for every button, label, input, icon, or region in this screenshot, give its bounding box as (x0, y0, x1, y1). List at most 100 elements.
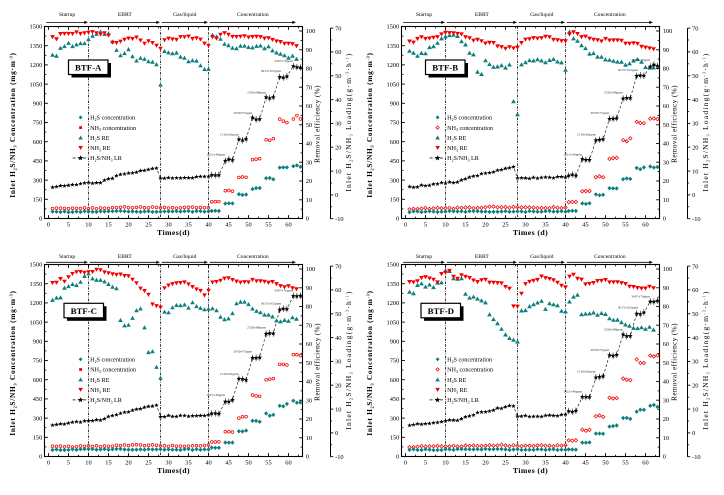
svg-text:750: 750 (390, 358, 400, 365)
svg-text:1200: 1200 (30, 62, 43, 69)
svg-text:70: 70 (663, 322, 669, 329)
svg-text:450: 450 (33, 396, 43, 403)
svg-text:3015±102ppm: 3015±102ppm (618, 68, 639, 72)
svg-text:90: 90 (306, 285, 312, 292)
svg-text:30: 30 (692, 121, 698, 128)
svg-text:0: 0 (335, 430, 338, 437)
svg-text:H2S RE: H2S RE (90, 377, 109, 384)
svg-text:Inlet H2S/NH3 Concentration (m: Inlet H2S/NH3 Concentration (mg·m-3) (8, 290, 18, 435)
svg-text:0: 0 (692, 430, 695, 437)
svg-text:1500: 1500 (387, 262, 400, 269)
svg-text:1200: 1200 (30, 300, 43, 307)
svg-text:5: 5 (424, 460, 427, 467)
svg-text:60: 60 (692, 287, 698, 294)
svg-text:35: 35 (185, 460, 191, 467)
svg-text:1350: 1350 (30, 43, 43, 50)
svg-text:900: 900 (390, 101, 400, 108)
svg-text:60: 60 (335, 287, 341, 294)
svg-text:10: 10 (442, 222, 448, 229)
svg-text:750: 750 (390, 120, 400, 127)
svg-text:35: 35 (542, 222, 548, 229)
svg-text:NH3 RE: NH3 RE (447, 145, 468, 152)
svg-text:80: 80 (663, 66, 669, 73)
svg-text:70: 70 (692, 25, 698, 32)
svg-text:20: 20 (306, 178, 312, 185)
svg-text:5: 5 (424, 222, 427, 229)
svg-text:10: 10 (85, 460, 91, 467)
svg-text:1050: 1050 (30, 81, 43, 88)
svg-text:EBRT: EBRT (118, 254, 133, 260)
svg-text:60: 60 (306, 103, 312, 110)
svg-text:300: 300 (33, 415, 43, 422)
svg-text:600: 600 (390, 139, 400, 146)
svg-text:90: 90 (663, 47, 669, 54)
svg-text:-10: -10 (692, 216, 701, 223)
svg-text:40: 40 (306, 379, 312, 386)
svg-text:20: 20 (306, 416, 312, 423)
svg-text:0: 0 (396, 454, 399, 461)
svg-text:Inlet H2S/NH3 Loading(g·m-3·h-: Inlet H2S/NH3 Loading(g·m-3·h-1) (701, 52, 711, 191)
svg-text:50: 50 (245, 460, 251, 467)
svg-text:1500: 1500 (30, 262, 43, 269)
svg-text:60: 60 (642, 222, 648, 229)
svg-text:Removal efficiency (%): Removal efficiency (%) (314, 323, 322, 401)
svg-text:0: 0 (47, 222, 50, 229)
svg-text:10: 10 (306, 435, 312, 442)
svg-text:H2S/NH3 LR: H2S/NH3 LR (90, 155, 123, 162)
svg-text:2528±88ppm: 2528±88ppm (604, 328, 623, 332)
svg-text:20: 20 (335, 382, 341, 389)
svg-text:2030±75ppm: 2030±75ppm (234, 350, 253, 354)
svg-text:Concentration: Concentration (594, 12, 626, 18)
svg-text:60: 60 (306, 341, 312, 348)
svg-text:90: 90 (306, 47, 312, 54)
svg-text:80: 80 (306, 304, 312, 311)
svg-text:Removal efficiency (%): Removal efficiency (%) (671, 85, 679, 163)
svg-text:10: 10 (335, 406, 341, 413)
svg-text:30: 30 (306, 397, 312, 404)
svg-text:1516±62ppm: 1516±62ppm (577, 133, 596, 137)
svg-text:300: 300 (390, 177, 400, 184)
svg-text:H2S RE: H2S RE (90, 135, 109, 142)
svg-text:Concentration: Concentration (237, 12, 269, 18)
svg-text:600: 600 (33, 377, 43, 384)
svg-text:0: 0 (404, 222, 407, 229)
svg-text:NH3 RE: NH3 RE (90, 387, 111, 394)
svg-text:30: 30 (335, 121, 341, 128)
svg-text:30: 30 (522, 460, 528, 467)
svg-text:2030±75ppm: 2030±75ppm (591, 348, 610, 352)
svg-text:25: 25 (502, 222, 508, 229)
svg-text:20: 20 (692, 144, 698, 151)
svg-text:10: 10 (335, 168, 341, 175)
svg-text:-10: -10 (335, 216, 344, 223)
svg-text:40: 40 (562, 222, 568, 229)
svg-text:BTF-A: BTF-A (75, 63, 102, 73)
svg-text:45: 45 (582, 222, 588, 229)
svg-text:25: 25 (145, 460, 151, 467)
svg-text:40: 40 (306, 141, 312, 148)
svg-text:60: 60 (335, 49, 341, 56)
svg-text:Gas/liquid: Gas/liquid (173, 12, 197, 18)
svg-text:60: 60 (642, 460, 648, 467)
svg-text:Startup: Startup (416, 12, 432, 18)
svg-text:10: 10 (442, 460, 448, 467)
svg-text:50: 50 (602, 460, 608, 467)
svg-text:H2S/NH3 LR: H2S/NH3 LR (447, 397, 480, 404)
svg-text:150: 150 (33, 435, 43, 442)
svg-text:15: 15 (462, 460, 468, 467)
svg-text:10: 10 (692, 406, 698, 413)
svg-text:25: 25 (145, 222, 151, 229)
svg-text:H2S concentration: H2S concentration (90, 115, 135, 122)
svg-text:20: 20 (692, 382, 698, 389)
svg-text:30: 30 (165, 460, 171, 467)
svg-text:3015±102ppm: 3015±102ppm (261, 69, 282, 73)
svg-text:Times (d): Times (d) (513, 228, 548, 237)
svg-text:3407±76ppm: 3407±76ppm (631, 58, 650, 62)
svg-text:1050: 1050 (30, 319, 43, 326)
svg-text:45: 45 (225, 460, 231, 467)
svg-text:50: 50 (245, 222, 251, 229)
svg-text:BTF-B: BTF-B (432, 63, 458, 73)
svg-text:Inlet H2S/NH3 Concentration (m: Inlet H2S/NH3 Concentration (mg·m-3) (8, 52, 18, 197)
svg-text:150: 150 (390, 435, 400, 442)
svg-text:30: 30 (306, 159, 312, 166)
svg-text:30: 30 (522, 222, 528, 229)
